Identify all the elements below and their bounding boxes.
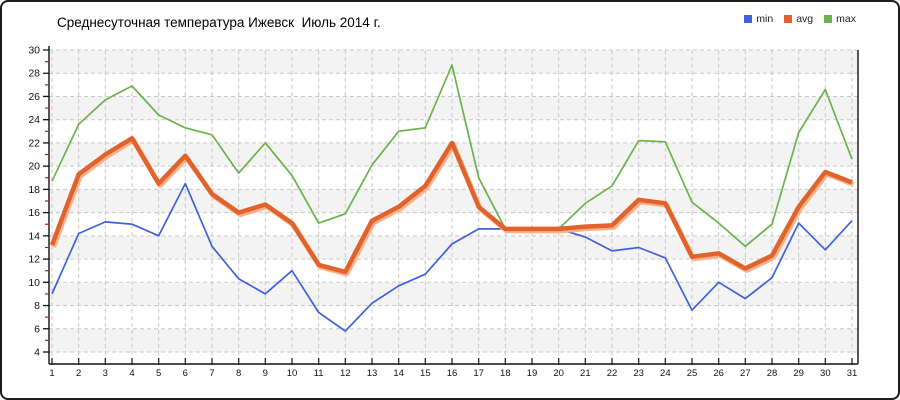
- gridlines: [49, 49, 858, 364]
- band: [49, 328, 858, 353]
- y-tick-label: 20: [28, 161, 40, 173]
- x-tick-label: 5: [156, 368, 161, 379]
- x-tick-label: 15: [420, 368, 431, 379]
- x-tick-label: 24: [660, 368, 671, 379]
- x-tick-label: 2: [76, 368, 81, 379]
- chart-title: Среднесуточная температура Ижевск Июль 2…: [57, 15, 381, 30]
- band: [49, 142, 858, 167]
- x-tick-label: 30: [820, 368, 831, 379]
- x-tick-label: 12: [340, 368, 351, 379]
- x-tick-label: 27: [740, 368, 751, 379]
- x-tick-label: 23: [633, 368, 644, 379]
- x-tick-label: 31: [847, 368, 858, 379]
- band: [49, 96, 858, 120]
- x-tick-label: 8: [236, 368, 241, 379]
- x-tick-label: 29: [793, 368, 804, 379]
- y-tick-label: 4: [34, 347, 40, 359]
- y-tick-label: 12: [28, 254, 40, 266]
- x-tick-label: 20: [553, 368, 564, 379]
- y-tick-label: 30: [28, 45, 40, 57]
- legend-label-min: min: [756, 13, 774, 25]
- max-swatch-icon: [824, 15, 833, 23]
- max-series-line: [51, 64, 853, 248]
- y-tick-label: 26: [28, 91, 40, 103]
- legend: min avg max: [744, 13, 856, 25]
- min-series-line: [51, 182, 853, 332]
- y-tick-label: 28: [28, 68, 40, 80]
- x-tick-label: 4: [129, 368, 134, 379]
- x-tick-label: 21: [580, 368, 591, 379]
- y-tick-label: 6: [34, 323, 40, 335]
- y-tick-label: 8: [34, 300, 40, 312]
- y-ticks: 30 28 26 24 22 20 18 16 14 12 10 8 6 4: [28, 45, 49, 359]
- x-tick-label: 14: [393, 368, 404, 379]
- y-tick-label: 16: [28, 207, 40, 219]
- x-tick-label: 6: [183, 368, 188, 379]
- x-tick-label: 13: [367, 368, 378, 379]
- x-tick-label: 16: [447, 368, 458, 379]
- x-tick-label: 18: [500, 368, 511, 379]
- x-tick-label: 19: [527, 368, 538, 379]
- band: [49, 189, 858, 213]
- x-tick-label: 25: [687, 368, 698, 379]
- band: [49, 50, 858, 74]
- legend-item-max: max: [824, 13, 856, 25]
- y-tick-label: 14: [28, 230, 40, 242]
- x-tick-label: 22: [607, 368, 618, 379]
- avg-swatch-icon: [784, 15, 793, 23]
- x-ticks: 1 2 3 4 5 6 7 8 9 10 11 12 13 14 15 16 17 18 19 20 21 22 23 24 2…: [49, 358, 857, 379]
- avg-series-line: [49, 136, 853, 275]
- y-tick-label: 10: [28, 277, 40, 289]
- x-tick-label: 17: [473, 368, 484, 379]
- x-tick-label: 7: [209, 368, 214, 379]
- min-swatch-icon: [744, 15, 753, 23]
- band: [49, 282, 858, 306]
- axes: [48, 46, 859, 365]
- x-tick-label: 10: [287, 368, 298, 379]
- y-tick-label: 18: [28, 184, 40, 196]
- x-tick-label: 3: [103, 368, 108, 379]
- plot-bands: [49, 50, 858, 353]
- x-tick-label: 11: [314, 368, 324, 379]
- x-tick-label: 1: [49, 368, 54, 379]
- legend-label-max: max: [836, 13, 856, 25]
- x-tick-label: 28: [767, 368, 778, 379]
- legend-item-min: min: [744, 13, 773, 25]
- legend-label-avg: avg: [796, 13, 814, 25]
- legend-item-avg: avg: [784, 13, 813, 25]
- x-tick-label: 26: [713, 368, 724, 379]
- y-tick-label: 24: [28, 114, 40, 126]
- x-tick-label: 9: [263, 368, 268, 379]
- y-tick-label: 22: [28, 137, 40, 149]
